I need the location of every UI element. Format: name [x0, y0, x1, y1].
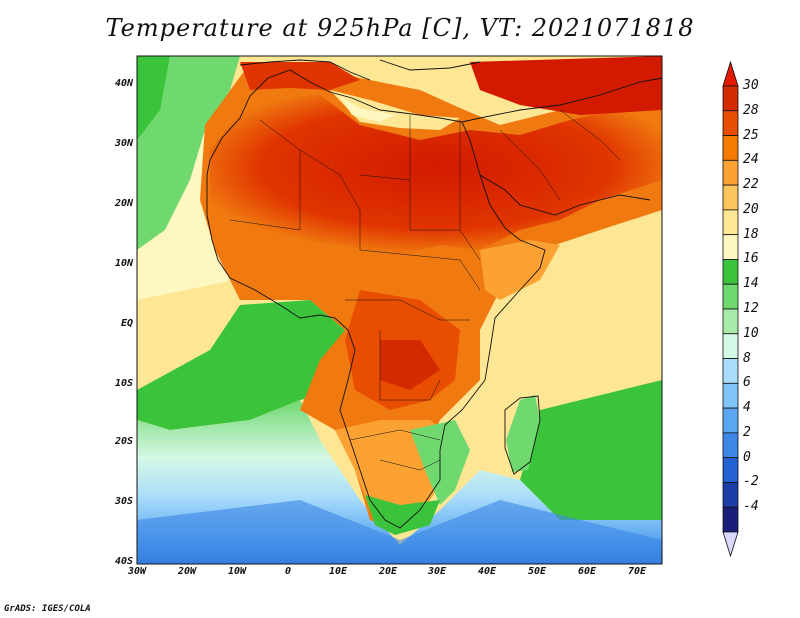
temperature-field — [137, 56, 662, 564]
colorbar-swatch — [722, 358, 739, 384]
colorbar-swatch — [722, 308, 739, 335]
colorbar-swatch — [722, 259, 739, 285]
lon-label: 20E — [378, 566, 398, 577]
colorbar-swatch — [722, 85, 739, 112]
lon-label: 60E — [577, 566, 597, 577]
map-frame — [136, 55, 663, 565]
colorbar-swatch — [722, 209, 739, 236]
colorbar-tick-label: 18 — [743, 226, 759, 242]
colorbar — [722, 60, 739, 558]
lat-label: 30N — [114, 138, 133, 149]
lat-label: 20N — [114, 198, 133, 209]
colorbar-swatch — [722, 457, 739, 483]
lon-label: 30E — [427, 566, 447, 577]
lat-label: 20S — [114, 436, 133, 447]
colorbar-swatch — [722, 482, 739, 508]
lat-label: 40N — [114, 78, 133, 89]
colorbar-swatch — [722, 159, 739, 186]
colorbar-tick-label: 12 — [743, 301, 759, 316]
lon-label: 70E — [627, 566, 647, 577]
colorbar-tick-label: 8 — [743, 350, 751, 366]
colorbar-min-triangle — [722, 531, 739, 558]
lon-label: 10W — [227, 566, 247, 577]
colorbar-swatch — [722, 506, 739, 533]
colorbar-swatch — [722, 234, 739, 260]
colorbar-swatch — [722, 184, 739, 211]
colorbar-tick-label: 14 — [743, 276, 759, 292]
colorbar-swatch — [722, 407, 739, 434]
colorbar-tick-label: 10 — [743, 325, 759, 341]
colorbar-tick-label: 24 — [743, 152, 759, 168]
lon-label: 50E — [527, 566, 547, 577]
colorbar-max-triangle — [722, 60, 739, 87]
colorbar-tick-label: -2 — [743, 474, 759, 490]
colorbar-tick-label: -4 — [743, 499, 759, 515]
colorbar-tick-label: 6 — [743, 375, 751, 391]
coastlines — [206, 59, 663, 529]
map-title: Temperature at 925hPa [C], VT: 202107181… — [105, 14, 695, 42]
colorbar-tick-label: 4 — [743, 400, 751, 416]
colorbar-swatch — [722, 382, 739, 409]
colorbar-swatch — [722, 283, 739, 310]
lat-label: EQ — [120, 318, 133, 329]
lon-label: 0 — [284, 566, 292, 577]
colorbar-swatch — [722, 432, 739, 459]
colorbar-tick-label: 20 — [743, 201, 759, 217]
lon-label: 20W — [177, 566, 197, 577]
credit-text: GrADS: IGES/COLA — [4, 604, 91, 614]
colorbar-tick-label: 0 — [743, 449, 751, 465]
colorbar-tick-label: 16 — [743, 251, 759, 267]
colorbar-tick-label: 30 — [743, 78, 759, 93]
colorbar-tick-label: 2 — [743, 424, 751, 440]
lat-label: 30S — [114, 496, 133, 507]
colorbar-tick-label: 28 — [743, 102, 759, 118]
country-borders — [229, 109, 621, 471]
colorbar-swatch — [722, 135, 739, 161]
colorbar-swatch — [722, 110, 739, 136]
lat-label: 40S — [114, 556, 133, 567]
colorbar-tick-label: 25 — [743, 127, 759, 143]
lon-label: 30W — [127, 566, 147, 577]
lat-label: 10N — [114, 258, 133, 269]
colorbar-swatch — [722, 333, 739, 359]
lon-label: 40E — [477, 566, 497, 577]
lon-label: 10E — [328, 566, 348, 577]
colorbar-tick-label: 22 — [743, 177, 759, 193]
lat-label: 10S — [114, 378, 133, 389]
